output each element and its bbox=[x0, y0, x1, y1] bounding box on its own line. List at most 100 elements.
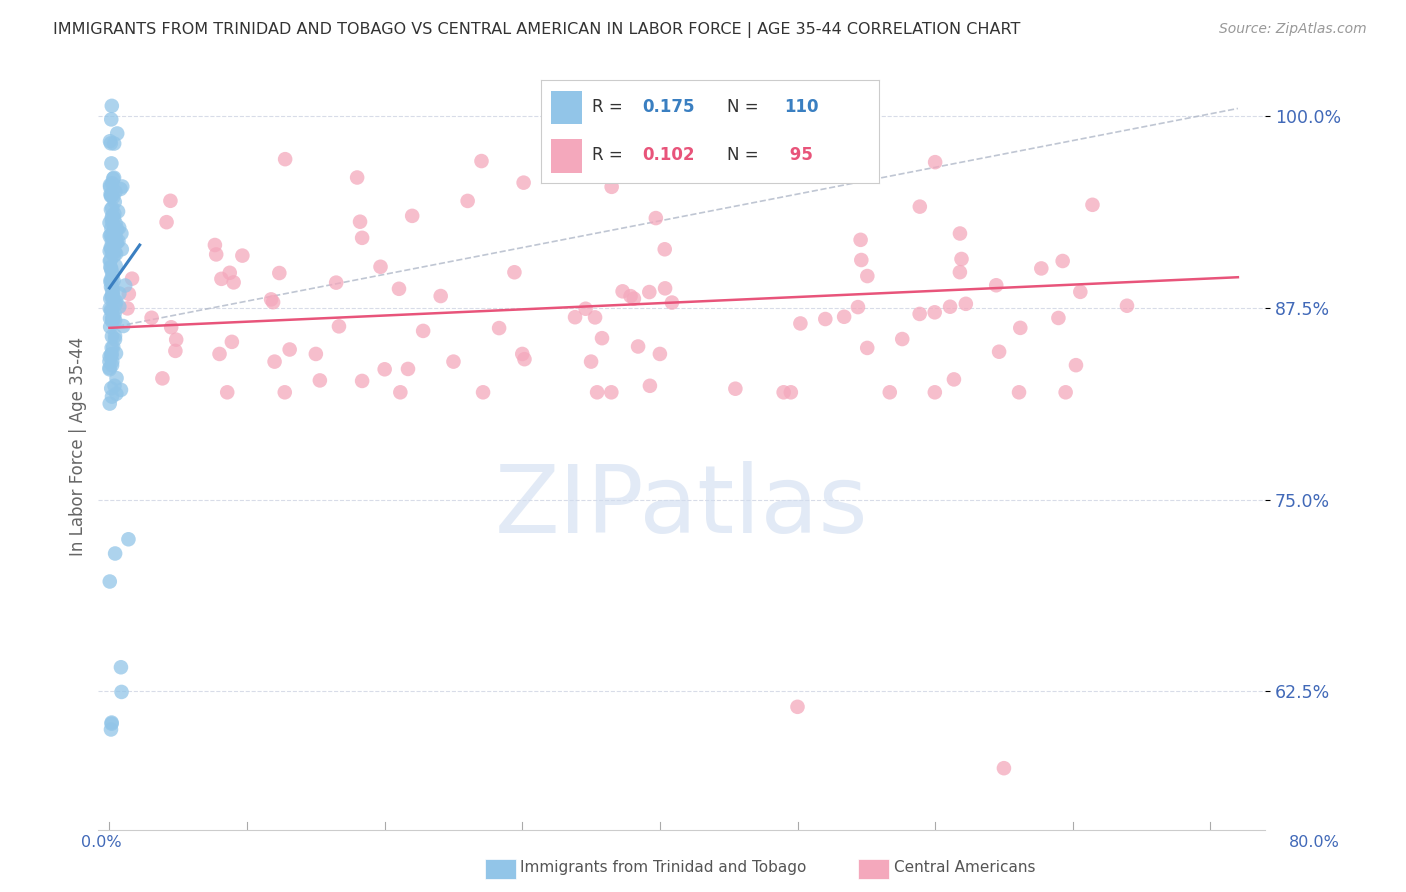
Point bbox=[1069, 285, 1091, 299]
Point bbox=[101, 234, 124, 248]
Point bbox=[1116, 299, 1139, 313]
Point bbox=[105, 235, 128, 250]
Point bbox=[105, 371, 128, 385]
Point bbox=[101, 288, 124, 302]
Text: 0.175: 0.175 bbox=[643, 98, 695, 116]
Point bbox=[1010, 321, 1032, 335]
Point bbox=[846, 300, 869, 314]
Point bbox=[103, 207, 125, 221]
Point bbox=[100, 211, 122, 225]
Point bbox=[98, 311, 121, 326]
Point bbox=[101, 268, 124, 283]
Point bbox=[100, 290, 122, 304]
Point bbox=[779, 385, 801, 400]
Point bbox=[789, 317, 811, 331]
Point bbox=[1081, 198, 1104, 212]
Point bbox=[104, 332, 127, 346]
Point bbox=[352, 374, 374, 388]
Point bbox=[908, 307, 931, 321]
Point bbox=[98, 134, 121, 148]
Point bbox=[100, 716, 122, 731]
Point bbox=[1008, 385, 1031, 400]
Point bbox=[208, 347, 231, 361]
Point bbox=[274, 152, 297, 166]
Point bbox=[209, 272, 232, 286]
Point bbox=[600, 385, 623, 400]
Point bbox=[100, 112, 122, 127]
Point bbox=[939, 300, 962, 314]
Point bbox=[98, 292, 121, 306]
Point bbox=[101, 285, 124, 299]
Point bbox=[263, 354, 285, 368]
Point bbox=[98, 574, 121, 589]
Text: R =: R = bbox=[592, 98, 628, 116]
Text: Central Americans: Central Americans bbox=[894, 860, 1036, 874]
Point bbox=[1031, 261, 1053, 276]
Point bbox=[101, 214, 124, 228]
Point bbox=[908, 200, 931, 214]
Point bbox=[654, 242, 676, 256]
Point bbox=[856, 341, 879, 355]
Point bbox=[105, 294, 128, 309]
Point bbox=[204, 238, 226, 252]
Point bbox=[98, 244, 121, 258]
Point bbox=[370, 260, 392, 274]
Point bbox=[114, 278, 136, 293]
Point bbox=[98, 396, 121, 410]
Point bbox=[98, 216, 121, 230]
Point bbox=[101, 245, 124, 260]
Point bbox=[619, 289, 641, 303]
Point bbox=[612, 285, 634, 299]
Text: Source: ZipAtlas.com: Source: ZipAtlas.com bbox=[1219, 22, 1367, 37]
Text: R =: R = bbox=[592, 146, 628, 164]
Point bbox=[100, 723, 122, 737]
Point bbox=[100, 136, 122, 151]
Point bbox=[814, 312, 837, 326]
Point bbox=[222, 276, 245, 290]
Point bbox=[100, 260, 122, 274]
Point bbox=[724, 382, 747, 396]
Point bbox=[98, 362, 121, 376]
Point bbox=[349, 215, 371, 229]
Point bbox=[98, 319, 121, 334]
Point bbox=[107, 204, 129, 219]
Point bbox=[396, 362, 419, 376]
Point bbox=[1064, 358, 1087, 372]
Point bbox=[308, 373, 330, 387]
Text: ZIPatlas: ZIPatlas bbox=[495, 461, 869, 553]
Point bbox=[260, 293, 283, 307]
Point bbox=[108, 300, 131, 314]
Point bbox=[103, 340, 125, 354]
Point bbox=[159, 194, 181, 208]
Point bbox=[98, 350, 121, 364]
Point bbox=[108, 286, 131, 301]
Point bbox=[108, 220, 131, 235]
Point bbox=[110, 227, 132, 241]
Point bbox=[575, 301, 598, 316]
Point bbox=[100, 274, 122, 288]
Point bbox=[401, 209, 423, 223]
Point bbox=[100, 189, 122, 203]
Point bbox=[579, 354, 602, 368]
Point bbox=[879, 385, 901, 400]
Point bbox=[949, 227, 972, 241]
Text: 80.0%: 80.0% bbox=[1289, 836, 1340, 850]
Point bbox=[328, 319, 350, 334]
Point bbox=[488, 321, 510, 335]
Point bbox=[786, 699, 808, 714]
Point bbox=[513, 352, 536, 367]
Point bbox=[105, 127, 128, 141]
Point bbox=[104, 244, 127, 259]
Point bbox=[388, 282, 411, 296]
Point bbox=[512, 176, 534, 190]
Point bbox=[205, 247, 228, 261]
Point bbox=[470, 154, 492, 169]
Point bbox=[104, 547, 127, 561]
Text: 0.102: 0.102 bbox=[643, 146, 695, 164]
Point bbox=[100, 156, 122, 170]
Point bbox=[104, 229, 127, 244]
Point bbox=[117, 301, 139, 316]
Point bbox=[586, 385, 609, 400]
Point bbox=[101, 171, 124, 186]
Point bbox=[231, 249, 253, 263]
